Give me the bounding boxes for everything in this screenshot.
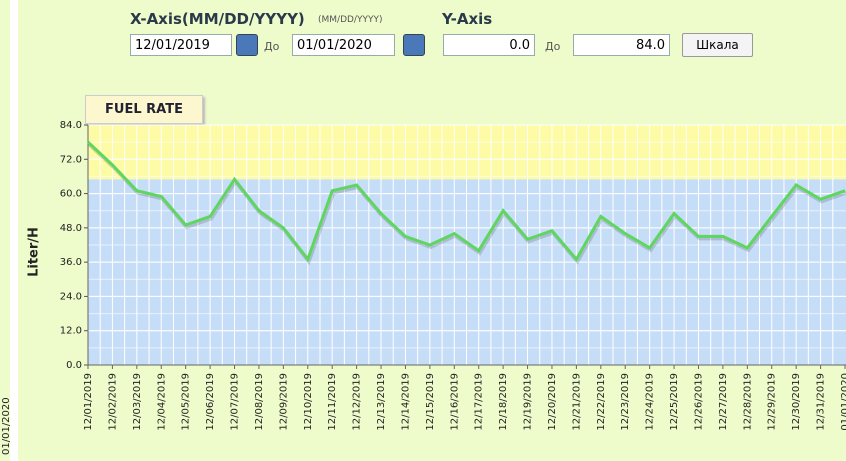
line: [86, 141, 846, 263]
date-to-input[interactable]: 01/01/2020: [292, 34, 395, 56]
y-tick-label: 36.0: [60, 257, 82, 268]
x-tick-label: 12/16/2019: [449, 373, 460, 431]
left-panel-label: 01/01/2020: [1, 397, 12, 455]
x-tick-label: 12/28/2019: [742, 373, 753, 431]
x-tick-label: 12/09/2019: [278, 373, 289, 431]
y-tick-label: 48.0: [60, 223, 82, 234]
x-tick-label: 12/30/2019: [791, 373, 802, 431]
y-tick-label: 60.0: [60, 189, 82, 200]
x-tick-label: 12/26/2019: [693, 373, 704, 431]
x-tick-label: 01/01/2020: [840, 373, 846, 431]
x-tick-label: 12/25/2019: [669, 373, 680, 431]
to-label: До: [264, 40, 280, 53]
y-to-input[interactable]: 84.0: [573, 34, 670, 56]
x-tick-label: 12/24/2019: [645, 373, 656, 431]
x-tick-label: 12/02/2019: [107, 373, 118, 431]
y-axis-title: Liter/H: [27, 227, 42, 277]
y-axis-label: Y-Axis: [442, 10, 493, 28]
date-from-input[interactable]: 12/01/2019: [130, 34, 232, 56]
calendar-button[interactable]: [403, 34, 425, 56]
calendar-button[interactable]: [236, 34, 258, 56]
x-tick-label: 12/07/2019: [230, 373, 241, 431]
y-tick-label: 84.0: [60, 120, 82, 131]
x-tick-label: 12/06/2019: [205, 373, 216, 431]
chart-title: FUEL RATE: [85, 95, 203, 124]
x-tick-label: 12/10/2019: [303, 373, 314, 431]
x-tick-label: 12/27/2019: [718, 373, 729, 431]
x-tick-label: 12/29/2019: [767, 373, 778, 431]
x-axis-label: X-Axis(MM/DD/YYYY): [130, 10, 305, 28]
x-tick-label: 12/22/2019: [596, 373, 607, 431]
x-tick-label: 12/14/2019: [400, 373, 411, 431]
x-tick-label: 12/17/2019: [474, 373, 485, 431]
to-label: До: [545, 40, 561, 53]
scale-button[interactable]: Шкала: [682, 33, 753, 57]
x-tick-label: 12/13/2019: [376, 373, 387, 431]
x-tick-label: 12/01/2019: [83, 373, 94, 431]
x-axis-hint: (MM/DD/YYYY): [318, 15, 383, 25]
x-tick-label: 12/20/2019: [547, 373, 558, 431]
y-tick-label: 72.0: [60, 154, 82, 165]
x-tick-label: 12/31/2019: [816, 373, 827, 431]
x-tick-label: 12/18/2019: [498, 373, 509, 431]
y-tick-label: 0.0: [66, 360, 82, 371]
y-from-input[interactable]: 0.0: [443, 34, 535, 56]
x-tick-label: 12/05/2019: [181, 373, 192, 431]
x-tick-label: 12/11/2019: [327, 373, 338, 431]
left-panel: [0, 0, 10, 461]
x-tick-label: 12/19/2019: [523, 373, 534, 431]
x-tick-label: 12/03/2019: [132, 373, 143, 431]
x-tick-label: 12/23/2019: [620, 373, 631, 431]
x-tick-label: 12/15/2019: [425, 373, 436, 431]
x-tick-label: 12/04/2019: [156, 373, 167, 431]
x-tick-label: 12/21/2019: [571, 373, 582, 431]
x-tick-label: 12/12/2019: [352, 373, 363, 431]
x-tick-label: 12/08/2019: [254, 373, 265, 431]
y-tick-label: 24.0: [60, 291, 82, 302]
y-tick-label: 12.0: [60, 326, 82, 337]
